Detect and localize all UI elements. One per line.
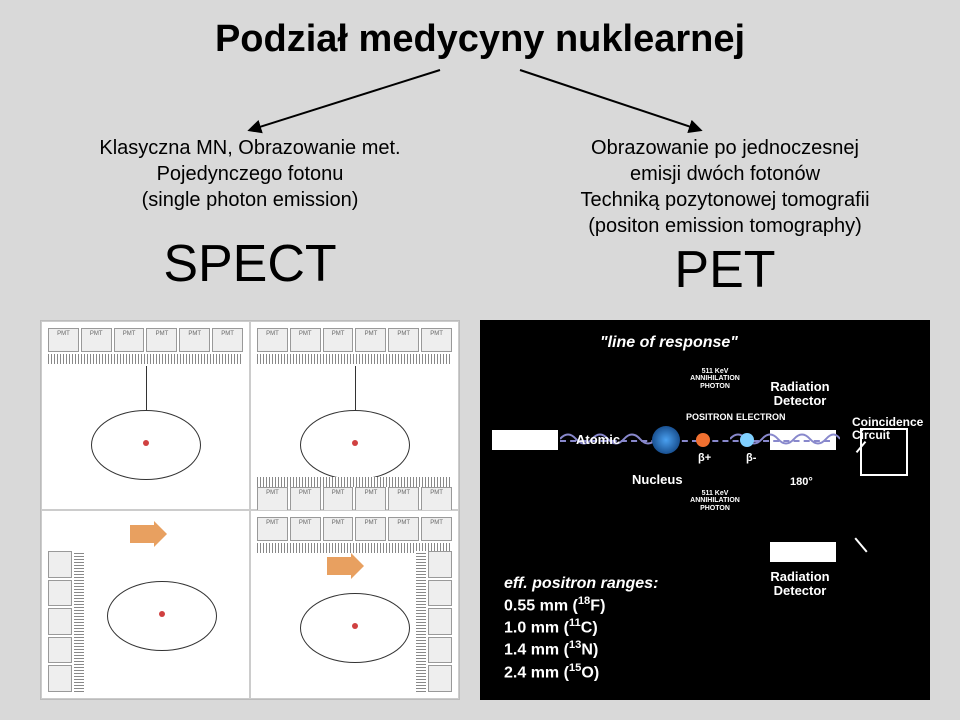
rotation-arrow-icon — [327, 557, 351, 575]
pmt-cell: PMT — [388, 328, 419, 352]
pmt-cell: PMT — [355, 328, 386, 352]
radiation-detector-bottom — [768, 540, 838, 564]
nucleus-icon — [652, 426, 680, 454]
pmt-cell — [428, 608, 452, 635]
gamma-ray — [146, 366, 147, 410]
pmt-cell: PMT — [323, 487, 354, 511]
pet-desc-4: (positon emission tomography) — [520, 213, 930, 239]
pet-desc-3: Techniką pozytonowej tomografii — [520, 187, 930, 213]
spect-desc-2: Pojedynczego fotonu — [40, 161, 460, 187]
pmt-cell — [428, 580, 452, 607]
emission-point — [159, 611, 165, 617]
pmt-cell: PMT — [290, 517, 321, 541]
coinc-line-2 — [854, 537, 867, 552]
ranges-header: eff. positron ranges: — [504, 575, 658, 592]
pet-heading: PET — [520, 237, 930, 305]
pmt-cell: PMT — [48, 328, 79, 352]
pmt-cell: PMT — [355, 487, 386, 511]
rotation-arrow-icon — [130, 525, 154, 543]
lor-label: "line of response" — [600, 334, 738, 352]
range-row: 1.4 mm (13N) — [504, 639, 658, 659]
spect-desc-3: (single photon emission) — [40, 187, 460, 213]
annih-label-top: 511 KeV ANNIHILATION PHOTON — [686, 368, 744, 390]
rad-det-label-1: Radiation Detector — [760, 380, 840, 409]
spect-heading: SPECT — [40, 231, 460, 299]
arrow-right — [520, 70, 700, 130]
positron-ranges: eff. positron ranges: 0.55 mm (18F) 1.0 … — [504, 575, 658, 682]
pmt-cell: PMT — [81, 328, 112, 352]
collimator — [416, 551, 426, 692]
pmt-cell — [428, 637, 452, 664]
pmt-cell: PMT — [421, 487, 452, 511]
pmt-cell: PMT — [355, 517, 386, 541]
positron-icon — [696, 433, 710, 447]
collimator-bottom — [257, 477, 452, 487]
electron-label: ELECTRON — [736, 412, 786, 422]
coincidence-label: Coincidence Circuit — [852, 416, 924, 442]
pmt-cell: PMT — [257, 487, 288, 511]
beta-plus-label: β+ — [698, 452, 711, 464]
pet-desc-2: emisji dwóch fotonów — [520, 161, 930, 187]
pmt-cell — [48, 580, 72, 607]
pmt-cell: PMT — [421, 328, 452, 352]
pmt-cell — [428, 665, 452, 692]
arrow-left — [250, 70, 440, 130]
pmt-row: PMT PMT PMT PMT PMT PMT — [48, 328, 243, 352]
radiation-detector-left — [490, 428, 560, 452]
pmt-row — [48, 551, 72, 692]
pmt-cell: PMT — [323, 328, 354, 352]
pmt-cell: PMT — [257, 328, 288, 352]
pmt-cell: PMT — [290, 487, 321, 511]
positron-label: POSITRON — [686, 412, 733, 422]
emission-point — [352, 623, 358, 629]
annih-label-bottom: 511 KeV ANNIHILATION PHOTON — [686, 490, 744, 512]
pmt-cell — [428, 551, 452, 578]
spect-column: Klasyczna MN, Obrazowanie met. Pojedyncz… — [40, 135, 460, 299]
spect-panel-rotate2: PMT PMT PMT PMT PMT PMT — [250, 510, 459, 699]
range-row: 0.55 mm (18F) — [504, 595, 658, 615]
collimator — [74, 551, 84, 692]
pmt-cell — [48, 608, 72, 635]
pmt-cell: PMT — [179, 328, 210, 352]
pmt-cell: PMT — [323, 517, 354, 541]
electron-icon — [740, 433, 754, 447]
spect-panel-single: PMT PMT PMT PMT PMT PMT — [41, 321, 250, 510]
spect-diagram: PMT PMT PMT PMT PMT PMT PMT PMT PMT PMT … — [40, 320, 460, 700]
gamma-ray — [355, 366, 356, 410]
pmt-cell — [48, 665, 72, 692]
range-row: 1.0 mm (11C) — [504, 617, 658, 637]
pmt-cell — [48, 551, 72, 578]
pet-desc-1: Obrazowanie po jednoczesnej — [520, 135, 930, 161]
range-row: 2.4 mm (15O) — [504, 662, 658, 682]
spect-desc-1: Klasyczna MN, Obrazowanie met. — [40, 135, 460, 161]
spect-panel-dual: PMT PMT PMT PMT PMT PMT PMT PMT PMT PMT … — [250, 321, 459, 510]
pmt-cell: PMT — [257, 517, 288, 541]
pmt-row: PMT PMT PMT PMT PMT PMT — [257, 328, 452, 352]
pmt-cell: PMT — [421, 517, 452, 541]
emission-point — [352, 440, 358, 446]
atomic-label: Atomic — [576, 432, 620, 447]
pmt-row-bottom: PMT PMT PMT PMT PMT PMT — [257, 487, 452, 511]
angle-label: 180° — [790, 476, 813, 488]
pet-column: Obrazowanie po jednoczesnej emisji dwóch… — [520, 135, 930, 305]
rad-det-label-2: Radiation Detector — [760, 570, 840, 599]
emission-point — [143, 440, 149, 446]
beta-minus-label: β- — [746, 452, 756, 464]
pmt-row — [428, 551, 452, 692]
pmt-cell: PMT — [388, 487, 419, 511]
pmt-cell — [48, 637, 72, 664]
pet-diagram: "line of response" Radiation Detector Ra… — [480, 320, 930, 700]
pmt-row: PMT PMT PMT PMT PMT PMT — [257, 517, 452, 541]
collimator — [257, 354, 452, 364]
nucleus-label: Nucleus — [632, 472, 683, 487]
collimator — [48, 354, 243, 364]
pmt-cell: PMT — [146, 328, 177, 352]
pmt-cell: PMT — [290, 328, 321, 352]
pmt-cell: PMT — [212, 328, 243, 352]
pmt-cell: PMT — [114, 328, 145, 352]
pmt-cell: PMT — [388, 517, 419, 541]
spect-panel-rotate1 — [41, 510, 250, 699]
page-title: Podział medycyny nuklearnej — [0, 18, 960, 61]
